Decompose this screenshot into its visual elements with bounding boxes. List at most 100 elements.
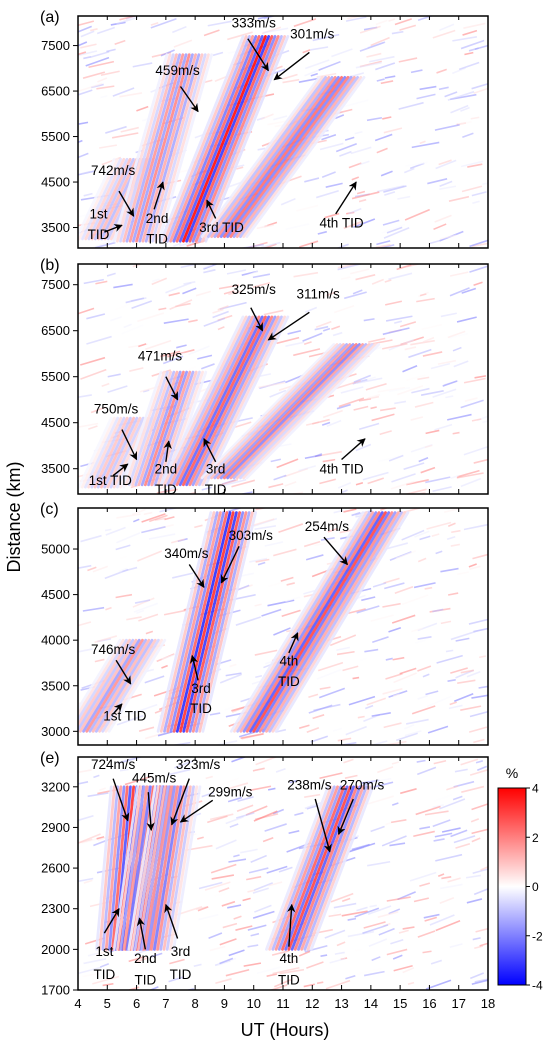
y-tick-label: 2900 bbox=[41, 820, 70, 835]
x-tick-label: 9 bbox=[221, 996, 228, 1011]
annotation-arrow bbox=[164, 903, 179, 939]
annotation: 3rd bbox=[206, 461, 226, 476]
y-tick-label: 6500 bbox=[41, 323, 70, 338]
annotation: TID bbox=[190, 701, 212, 716]
annotation: 299m/s bbox=[208, 784, 253, 799]
annotation: 2nd bbox=[134, 951, 157, 966]
annotation: 1st bbox=[95, 944, 113, 959]
annotation-arrow bbox=[335, 181, 357, 215]
annotation-arrow bbox=[247, 38, 269, 72]
annotation: 3rd bbox=[191, 681, 211, 696]
annotation: TID bbox=[88, 227, 110, 242]
y-tick-label: 1700 bbox=[41, 983, 70, 998]
annotation-arrow bbox=[189, 654, 199, 681]
y-tick-label: 3200 bbox=[41, 779, 70, 794]
x-tick-label: 7 bbox=[162, 996, 169, 1011]
tid-front-4th bbox=[229, 511, 410, 733]
annotation-arrow bbox=[273, 51, 310, 81]
annotation-arrow bbox=[103, 908, 120, 934]
y-tick-label: 5000 bbox=[41, 542, 70, 557]
annotation-arrow bbox=[118, 190, 135, 217]
annotation: 742m/s bbox=[91, 163, 136, 178]
y-tick-label: 4500 bbox=[41, 587, 70, 602]
annotation-arrow bbox=[179, 86, 199, 113]
annotation-arrow bbox=[163, 440, 172, 462]
annotation-arrow bbox=[165, 376, 179, 401]
x-axis: 4 5 6 7 8 9 10 11 12 13 14 15 16 17 18 bbox=[74, 996, 495, 1011]
x-tick-label: 13 bbox=[334, 996, 348, 1011]
annotation: TID bbox=[146, 231, 168, 246]
annotation-arrow bbox=[203, 438, 217, 463]
annotation-arrow bbox=[287, 903, 296, 947]
annotation: 3rd TID bbox=[199, 220, 244, 235]
y-tick-label: 3500 bbox=[41, 461, 70, 476]
annotation: 2nd bbox=[155, 461, 178, 476]
colorbar-unit: % bbox=[506, 765, 518, 781]
y-tick-label: 5500 bbox=[41, 369, 70, 384]
annotation: 325m/s bbox=[232, 282, 277, 297]
annotation-arrow bbox=[314, 798, 332, 853]
x-tick-label: 11 bbox=[276, 996, 290, 1011]
tid-front-1st bbox=[78, 638, 167, 733]
annotation: 746m/s bbox=[91, 642, 136, 657]
annotation-arrow bbox=[115, 659, 132, 685]
annotation: 445m/s bbox=[132, 771, 177, 786]
colorbar-gradient bbox=[497, 787, 527, 986]
annotation-arrow bbox=[112, 703, 123, 715]
annotation: 333m/s bbox=[232, 15, 277, 30]
annotation: 750m/s bbox=[94, 402, 139, 417]
panel-label: (a) bbox=[40, 9, 60, 26]
y-tick-label: 3500 bbox=[41, 678, 70, 693]
y-tick-label: 3000 bbox=[41, 724, 70, 739]
annotation-arrow bbox=[170, 778, 190, 826]
annotation-arrow bbox=[136, 917, 147, 950]
x-tick-label: 12 bbox=[305, 996, 319, 1011]
colorbar-tick-label: 4 bbox=[532, 782, 539, 796]
annotation: 4th TID bbox=[320, 216, 364, 231]
y-tick-label: 4500 bbox=[41, 175, 70, 190]
x-tick-label: 14 bbox=[364, 996, 378, 1011]
tid-front-2nd bbox=[112, 53, 214, 243]
annotation: 1st TID bbox=[103, 708, 147, 723]
y-tick-label: 2600 bbox=[41, 861, 70, 876]
annotation-arrow bbox=[323, 536, 348, 566]
annotation: 471m/s bbox=[138, 349, 183, 364]
y-tick-label: 4000 bbox=[41, 633, 70, 648]
annotation: TID bbox=[278, 973, 300, 988]
annotation: 311m/s bbox=[297, 287, 341, 302]
annotation: 270m/s bbox=[340, 778, 385, 793]
annotation: TID bbox=[278, 674, 300, 689]
panels-layer: 3500 4500 5500 6500 7500 (a) 742m/s 459m/s 333m/… bbox=[40, 9, 489, 998]
annotation: TID bbox=[205, 482, 227, 497]
annotation-arrow bbox=[267, 311, 310, 341]
y-tick-label: 6500 bbox=[41, 84, 70, 99]
y-axis-label: Distance (km) bbox=[4, 461, 24, 572]
annotation-arrow bbox=[188, 564, 205, 589]
y-tick-label: 2300 bbox=[41, 901, 70, 916]
annotation-arrow bbox=[112, 778, 130, 822]
colorbar-tick-label: -2 bbox=[532, 929, 543, 943]
annotation: 254m/s bbox=[305, 519, 350, 534]
colorbar-tick-label: -4 bbox=[532, 979, 543, 993]
annotation: TID bbox=[155, 482, 177, 497]
colorbar-tick-label: 2 bbox=[532, 831, 539, 845]
annotation-arrow bbox=[337, 798, 354, 835]
colorbar-tick-label: 0 bbox=[532, 880, 539, 894]
annotation: 4th bbox=[279, 654, 298, 669]
tid-front-4th bbox=[265, 785, 375, 951]
y-tick-label: 5500 bbox=[41, 129, 70, 144]
annotation: 1st TID bbox=[89, 473, 133, 488]
annotation-arrow bbox=[288, 632, 299, 654]
annotation-arrow bbox=[153, 181, 165, 210]
tid-front-2nd bbox=[121, 370, 208, 487]
x-tick-label: 16 bbox=[422, 996, 436, 1011]
x-tick-label: 17 bbox=[451, 996, 465, 1011]
x-tick-label: 18 bbox=[481, 996, 495, 1011]
annotation: 3rd bbox=[171, 944, 191, 959]
annotation-arrow bbox=[206, 199, 217, 219]
tid-front-4th bbox=[200, 76, 366, 239]
tid-front-3rd bbox=[159, 315, 290, 487]
annotation-arrow bbox=[112, 463, 129, 477]
